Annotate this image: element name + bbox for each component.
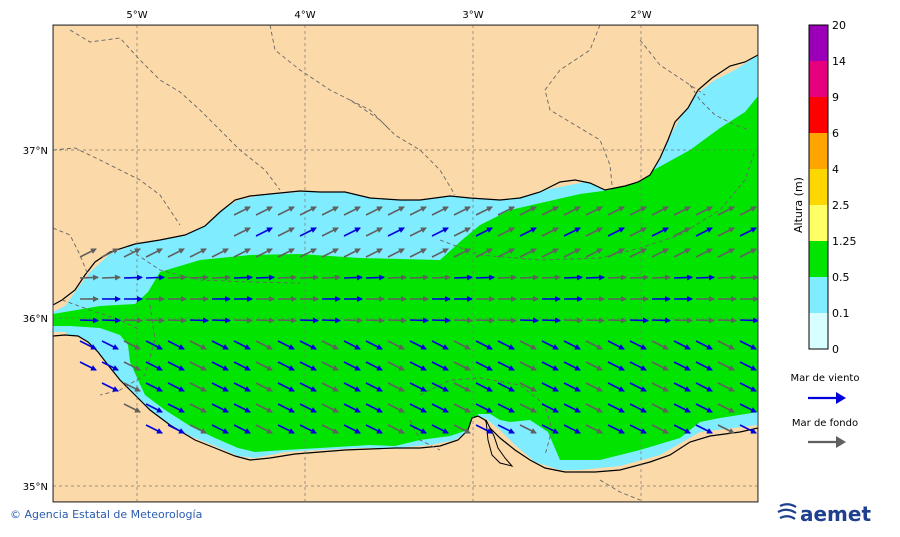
swell-vector xyxy=(168,277,186,278)
swell-vector xyxy=(322,277,340,278)
swell-vector xyxy=(80,277,98,278)
swell-vector xyxy=(388,320,406,321)
legend-swatch xyxy=(809,61,828,97)
legend-level: 14 xyxy=(832,55,846,68)
legend-level: 2.5 xyxy=(832,199,850,212)
swell-vector xyxy=(542,277,560,278)
wind-sea-vector xyxy=(432,320,450,321)
legend-title: Altura (m) xyxy=(792,177,805,233)
wind-sea-vector xyxy=(102,320,120,321)
wind-sea-vector xyxy=(740,320,758,321)
legend-level: 4 xyxy=(832,163,839,176)
lat-label: 35°N xyxy=(23,482,48,493)
swell-vector xyxy=(124,320,142,321)
swell-vector xyxy=(234,320,252,321)
swell-vector xyxy=(696,320,714,321)
swell-vector xyxy=(674,320,692,321)
wind-sea-vector xyxy=(212,320,230,321)
legend-level: 1.25 xyxy=(832,235,857,248)
wind-sea-vector xyxy=(256,277,274,278)
wind-sea-vector xyxy=(564,277,582,278)
wind-sea-vector xyxy=(344,277,362,278)
lat-label: 37°N xyxy=(23,146,48,157)
swell-vector xyxy=(344,320,362,321)
swell-vector xyxy=(102,277,120,278)
wind-sea-vector xyxy=(476,277,494,278)
swell-vector xyxy=(168,320,186,321)
legend-level: 6 xyxy=(832,127,839,140)
swell-vector xyxy=(498,277,516,278)
swell-vector xyxy=(300,277,318,278)
swell-vector xyxy=(740,277,758,278)
aemet-logo-mark xyxy=(778,504,796,519)
wind-sea-vector xyxy=(652,320,670,321)
swell-label: Mar de fondo xyxy=(792,418,858,429)
wind-sea-vector xyxy=(366,277,384,278)
lat-label: 36°N xyxy=(23,314,48,325)
wind-sea-vector xyxy=(322,320,340,321)
wind-sea-vector xyxy=(586,277,604,278)
wind-sea-vector xyxy=(410,320,428,321)
wind-sea-vector xyxy=(630,320,648,321)
wind-sea-arrowhead xyxy=(836,392,846,404)
wind-sea-vector xyxy=(542,320,560,321)
swell-vector xyxy=(432,277,450,278)
swell-vector xyxy=(278,277,296,278)
legend-colorbar xyxy=(809,25,828,349)
swell-vector xyxy=(256,320,274,321)
swell-vector xyxy=(652,277,670,278)
wind-sea-vector xyxy=(80,320,98,321)
wind-sea-vector xyxy=(146,277,164,278)
wind-sea-vector xyxy=(300,320,318,321)
wind-sea-vector xyxy=(124,277,142,278)
swell-vector xyxy=(718,320,736,321)
swell-vector xyxy=(366,320,384,321)
wind-sea-vector xyxy=(454,277,472,278)
lon-label: 3°W xyxy=(462,10,483,21)
legend-swatch xyxy=(809,277,828,313)
legend-level: 9 xyxy=(832,91,839,104)
legend-level: 20 xyxy=(832,19,846,32)
swell-vector xyxy=(520,277,538,278)
swell-vector xyxy=(476,320,494,321)
swell-vector xyxy=(630,277,648,278)
legend-swatch xyxy=(809,133,828,169)
swell-vector xyxy=(190,277,208,278)
swell-vector xyxy=(608,320,626,321)
swell-vector xyxy=(608,277,626,278)
wind-sea-vector xyxy=(520,320,538,321)
swell-arrowhead xyxy=(836,436,846,448)
wind-sea-vector xyxy=(696,277,714,278)
legend-swatch xyxy=(809,241,828,277)
wind-sea-label: Mar de viento xyxy=(791,373,860,384)
copyright-credit: © Agencia Estatal de Meteorología xyxy=(10,508,202,521)
wind-sea-vector xyxy=(190,320,208,321)
legend-swatch xyxy=(809,25,828,61)
swell-vector xyxy=(388,277,406,278)
swell-vector xyxy=(586,320,604,321)
legend-swatch xyxy=(809,313,828,349)
swell-vector xyxy=(278,320,296,321)
legend-swatch xyxy=(809,97,828,133)
legend-swatch xyxy=(809,205,828,241)
swell-vector xyxy=(212,277,230,278)
swell-vector xyxy=(410,277,428,278)
lon-label: 5°W xyxy=(126,10,147,21)
legend-swatch xyxy=(809,169,828,205)
lon-label: 4°W xyxy=(294,10,315,21)
swell-vector xyxy=(564,320,582,321)
lon-label: 2°W xyxy=(630,10,651,21)
swell-vector xyxy=(454,320,472,321)
legend-level: 0.1 xyxy=(832,307,850,320)
wind-sea-vector xyxy=(234,277,252,278)
legend-level: 0.5 xyxy=(832,271,850,284)
wind-sea-vector xyxy=(674,277,692,278)
swell-vector xyxy=(718,277,736,278)
swell-vector xyxy=(146,320,164,321)
swell-vector xyxy=(498,320,516,321)
legend-level: 0 xyxy=(832,343,839,356)
aemet-logo-text: aemet xyxy=(800,502,871,526)
